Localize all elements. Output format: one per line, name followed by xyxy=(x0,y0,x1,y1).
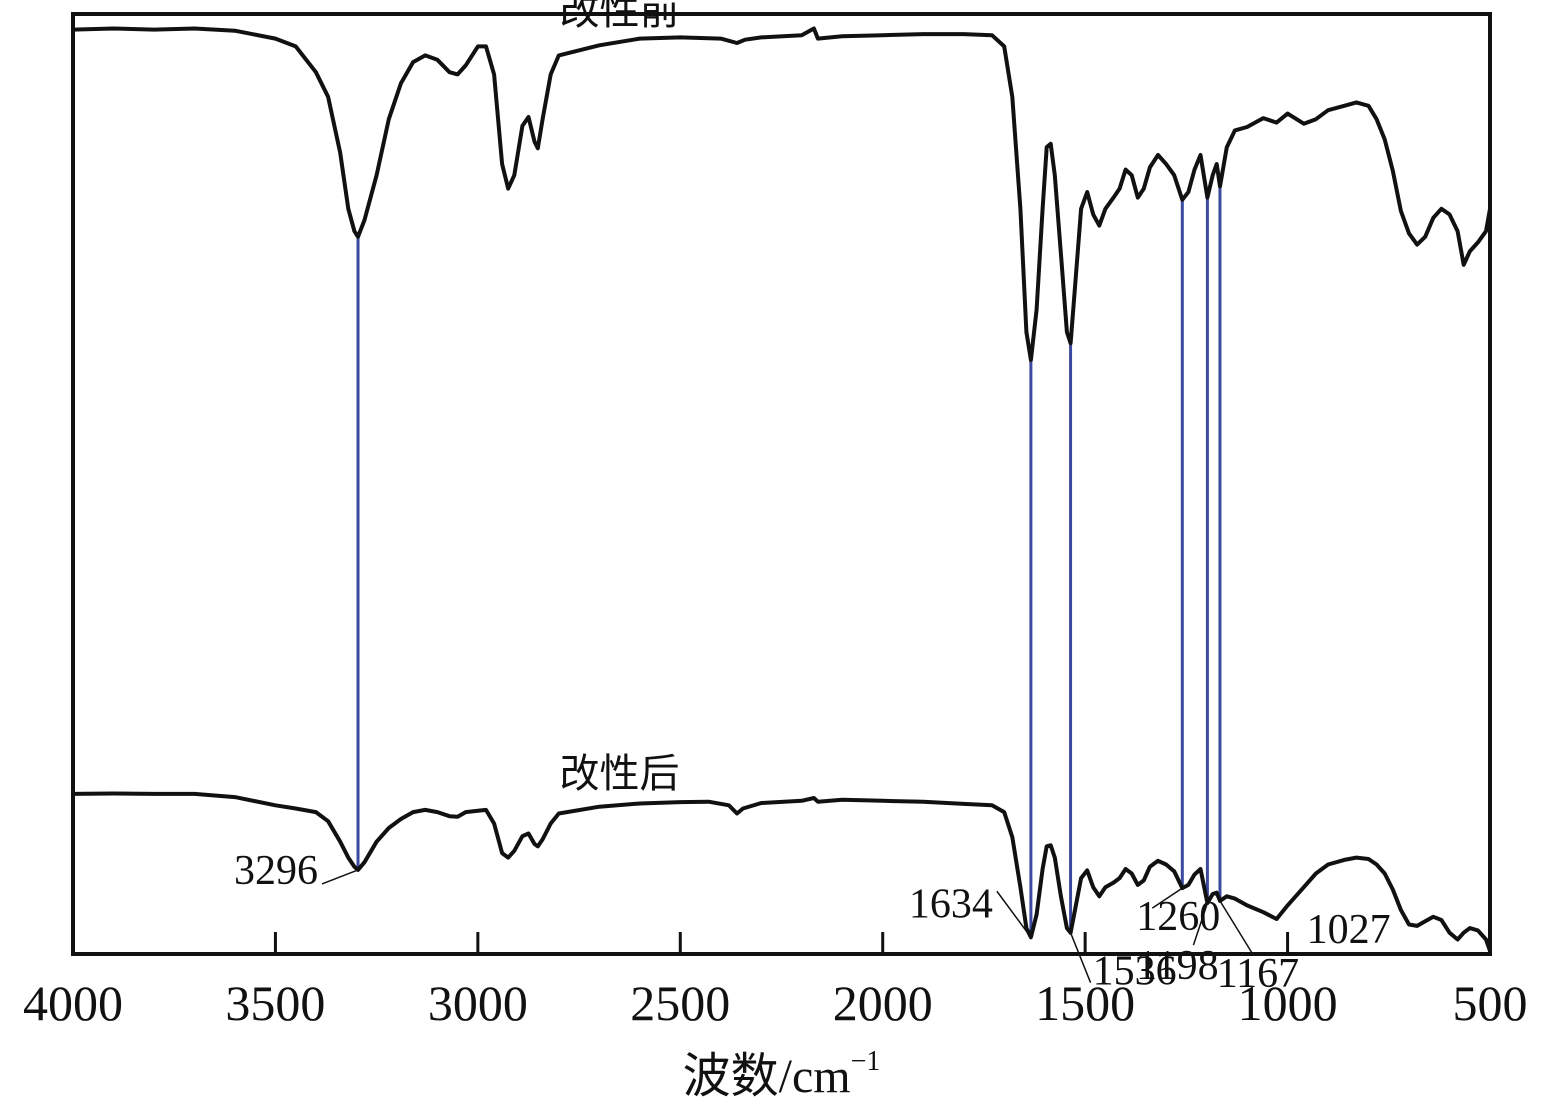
peak-annotation-label: 1260 xyxy=(1136,894,1220,940)
peak-annotation-label: 1027 xyxy=(1307,907,1391,953)
series-line-before xyxy=(71,26,1492,362)
peak-annotation-label: 3296 xyxy=(234,848,318,894)
annotation-leader xyxy=(321,869,359,885)
series-label-after: 改性后 xyxy=(560,751,680,796)
x-tick-label: 1000 xyxy=(1238,975,1338,1031)
annotation-leader xyxy=(1192,902,1209,946)
x-tick-group: 4000 3500 3000 2500 2000 1500 1000 500 xyxy=(23,932,1528,1031)
peak-annotation-label: 1167 xyxy=(1217,951,1299,997)
x-tick-label: 1500 xyxy=(1035,975,1135,1031)
peak-line-group xyxy=(356,186,1222,938)
series-line-group xyxy=(71,26,1492,953)
x-axis-label-main: 波数/cm xyxy=(683,1050,851,1103)
annotation-leader xyxy=(1069,932,1092,983)
x-axis-label-superscript: −1 xyxy=(851,1046,881,1077)
plot-frame xyxy=(71,12,1492,956)
peak-annotation-label: 1634 xyxy=(909,881,993,927)
x-axis-label: 波数/cm−1 xyxy=(683,1046,881,1103)
annotation-leader xyxy=(996,890,1032,938)
peak-annotation-label: 1536 xyxy=(1093,949,1177,995)
series-label-before: 改性前 xyxy=(560,0,680,33)
annotation-leader xyxy=(1219,900,1253,954)
x-tick-label: 500 xyxy=(1453,975,1528,1031)
series-line-after xyxy=(71,791,1492,953)
annotation-leader xyxy=(1151,887,1183,909)
peak-annotation-label: 1198 xyxy=(1136,943,1218,989)
x-tick-label: 2500 xyxy=(630,975,730,1031)
x-tick-label: 3000 xyxy=(428,975,528,1031)
x-tick-label: 2000 xyxy=(833,975,933,1031)
x-tick-label: 4000 xyxy=(23,975,123,1031)
x-tick-label: 3500 xyxy=(225,975,325,1031)
